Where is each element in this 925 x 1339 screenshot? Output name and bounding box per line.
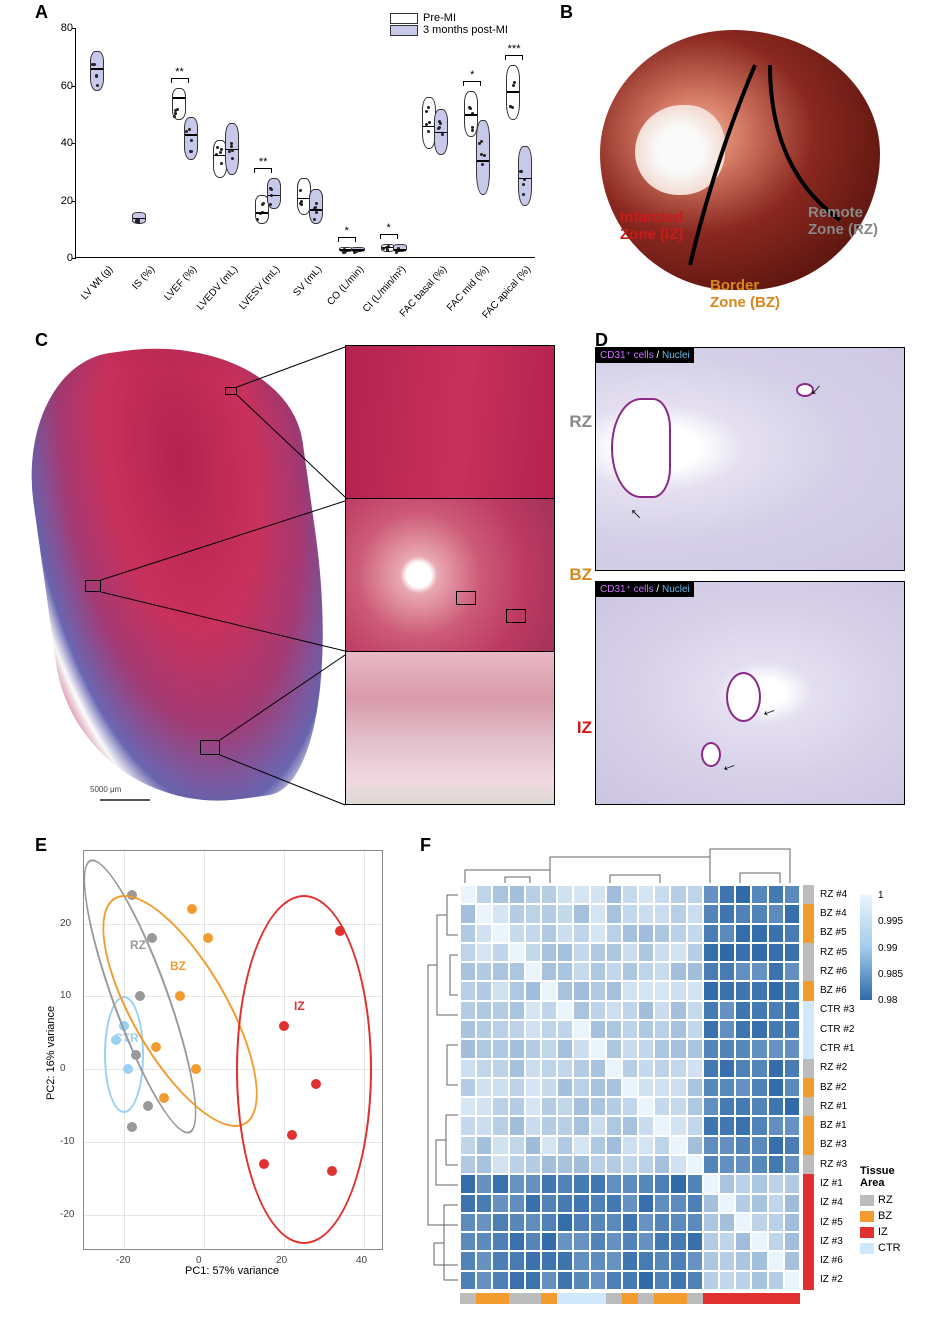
zone-label: BorderZone (BZ) <box>710 278 780 311</box>
ihc-bottom-image: CD31⁺ cells / Nuclei ↑ ↑ <box>595 581 905 805</box>
heatmap-row-label: BZ #5 <box>820 927 847 938</box>
heatmap-row-label: IZ #5 <box>820 1217 843 1228</box>
legend-row: IZ <box>860 1224 910 1240</box>
figure: A Pre-MI 3 months post-MI 020406080LV Wt… <box>0 0 925 1339</box>
col-dendrogram <box>460 845 800 883</box>
zoom-box-rz <box>225 387 237 395</box>
heatmap-row-label: BZ #2 <box>820 1082 847 1093</box>
heatmap-row-label: RZ #4 <box>820 889 847 900</box>
heatmap-colorbar <box>860 895 872 1000</box>
legend-row: CTR <box>860 1240 910 1256</box>
inset-iz: IZ <box>346 652 554 804</box>
heatmap-row-label: IZ #6 <box>820 1255 843 1266</box>
inset-rz: RZ <box>346 346 554 499</box>
arrow-icon: ↑ <box>717 760 740 776</box>
zone-label: InfarctedZone (IZ) <box>620 210 683 243</box>
histology-main-image <box>14 328 350 822</box>
arrow-icon: ↑ <box>625 503 646 524</box>
histology-insets: RZ BZ IZ <box>345 345 555 805</box>
scale-bar: 5000 μm <box>90 785 121 794</box>
pca-y-axis: PC2: 16% variance <box>45 1006 57 1100</box>
heatmap-row-label: CTR #3 <box>820 1004 854 1015</box>
heatmap-row-label: IZ #1 <box>820 1178 843 1189</box>
heatmap-row-label: BZ #4 <box>820 908 847 919</box>
heatmap-grid <box>460 885 800 1290</box>
pca-plot-area: -2002040-20-1001020CTRRZBZIZ <box>83 850 383 1250</box>
heatmap-row-label: RZ #5 <box>820 947 847 958</box>
heatmap-row-label: IZ #3 <box>820 1236 843 1247</box>
vessel <box>701 742 721 767</box>
vessel <box>611 398 671 498</box>
zoom-box-bz <box>85 580 101 592</box>
heatmap-row-label: CTR #1 <box>820 1043 854 1054</box>
panel-f-heatmap: RZ #4 BZ #4 BZ #5 RZ #5 RZ #6 BZ #6 CTR #3 CTR … <box>420 840 910 1320</box>
tissue-area-legend: Tissue Area RZBZIZCTR <box>860 1165 910 1256</box>
heatmap-row-label: RZ #3 <box>820 1159 847 1170</box>
vessel <box>726 672 761 722</box>
zoom-box-iz <box>200 740 220 755</box>
ihc-top-image: CD31⁺ cells / Nuclei ↑ ↑ <box>595 347 905 571</box>
panel-e-pca: -2002040-20-1001020CTRRZBZIZ PC1: 57% va… <box>35 840 405 1300</box>
ihc-marker-tag: CD31⁺ cells / Nuclei <box>596 348 694 363</box>
inset-bz: BZ <box>346 499 554 652</box>
heatmap-row-label: BZ #6 <box>820 985 847 996</box>
ihc-marker-tag: CD31⁺ cells / Nuclei <box>596 582 694 597</box>
legend-pre: Pre-MI <box>423 12 456 24</box>
heatmap-row-label: BZ #3 <box>820 1139 847 1150</box>
panel-c-histology: 5000 μm RZ BZ IZ <box>35 335 565 815</box>
zone-divider-curves <box>600 30 880 290</box>
heatmap-row-label: RZ #1 <box>820 1101 847 1112</box>
row-dendrogram <box>422 885 458 1290</box>
panel-d-ihc: CD31⁺ cells / Nuclei ↑ ↑ CD31⁺ cells / N… <box>595 335 910 815</box>
panel-a-violin-chart: Pre-MI 3 months post-MI 020406080LV Wt (… <box>35 10 545 310</box>
heatmap-row-label: IZ #4 <box>820 1197 843 1208</box>
panel-b-heart-photo: InfarctedZone (IZ) BorderZone (BZ) RemoteZ… <box>560 10 910 310</box>
heatmap-row-label: IZ #2 <box>820 1274 843 1285</box>
pca-x-axis: PC1: 57% variance <box>185 1265 279 1277</box>
zone-label: RemoteZone (RZ) <box>808 205 878 238</box>
heatmap-row-label: RZ #2 <box>820 1062 847 1073</box>
legend-row: RZ <box>860 1192 910 1208</box>
arrow-icon: ↑ <box>757 705 780 721</box>
heatmap-row-label: BZ #1 <box>820 1120 847 1131</box>
heatmap-row-label: CTR #2 <box>820 1024 854 1035</box>
heatmap-row-label: RZ #6 <box>820 966 847 977</box>
legend-row: BZ <box>860 1208 910 1224</box>
